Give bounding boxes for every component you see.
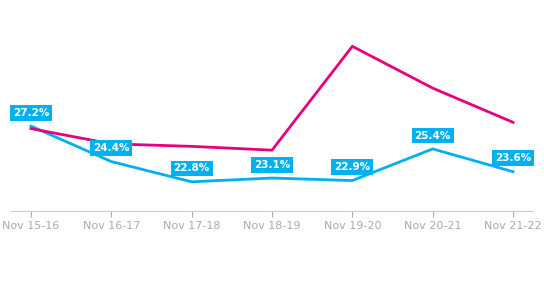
Text: 27.2%: 27.2%: [13, 108, 49, 118]
Text: 25.4%: 25.4%: [415, 131, 451, 141]
Text: 23.6%: 23.6%: [495, 153, 531, 163]
Text: 23.1%: 23.1%: [254, 160, 290, 170]
Text: 22.9%: 22.9%: [334, 162, 370, 172]
Text: 22.8%: 22.8%: [174, 163, 210, 173]
Text: 24.4%: 24.4%: [93, 143, 129, 153]
